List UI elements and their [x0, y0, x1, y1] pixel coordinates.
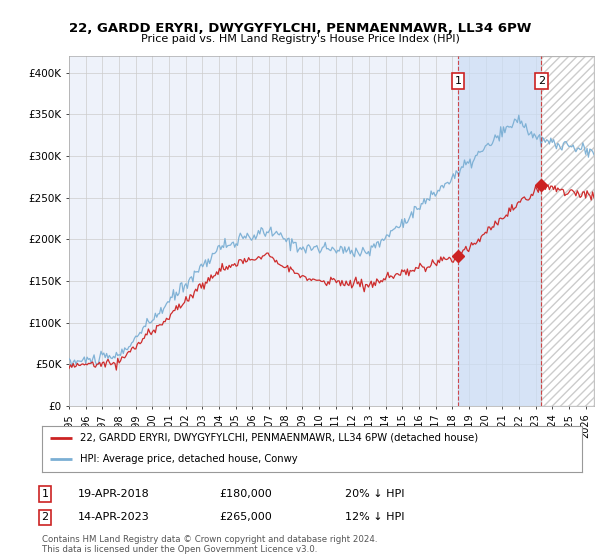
- Text: 20% ↓ HPI: 20% ↓ HPI: [345, 489, 404, 499]
- Text: 1: 1: [454, 76, 461, 86]
- Text: 22, GARDD ERYRI, DWYGYFYLCHI, PENMAENMAWR, LL34 6PW (detached house): 22, GARDD ERYRI, DWYGYFYLCHI, PENMAENMAW…: [80, 433, 478, 443]
- Bar: [541, 56, 594, 406]
- Text: 12% ↓ HPI: 12% ↓ HPI: [345, 512, 404, 522]
- Text: This data is licensed under the Open Government Licence v3.0.: This data is licensed under the Open Gov…: [42, 545, 317, 554]
- Text: Price paid vs. HM Land Registry's House Price Index (HPI): Price paid vs. HM Land Registry's House …: [140, 34, 460, 44]
- Text: 14-APR-2023: 14-APR-2023: [78, 512, 150, 522]
- Text: £265,000: £265,000: [219, 512, 272, 522]
- Text: 2: 2: [41, 512, 49, 522]
- Text: 2: 2: [538, 76, 545, 86]
- Text: 19-APR-2018: 19-APR-2018: [78, 489, 150, 499]
- Text: 1: 1: [41, 489, 49, 499]
- Bar: [541, 56, 594, 406]
- Text: HPI: Average price, detached house, Conwy: HPI: Average price, detached house, Conw…: [80, 454, 298, 464]
- Text: Contains HM Land Registry data © Crown copyright and database right 2024.: Contains HM Land Registry data © Crown c…: [42, 535, 377, 544]
- Text: £180,000: £180,000: [219, 489, 272, 499]
- Text: 22, GARDD ERYRI, DWYGYFYLCHI, PENMAENMAWR, LL34 6PW: 22, GARDD ERYRI, DWYGYFYLCHI, PENMAENMAW…: [69, 22, 531, 35]
- Bar: [458, 56, 541, 406]
